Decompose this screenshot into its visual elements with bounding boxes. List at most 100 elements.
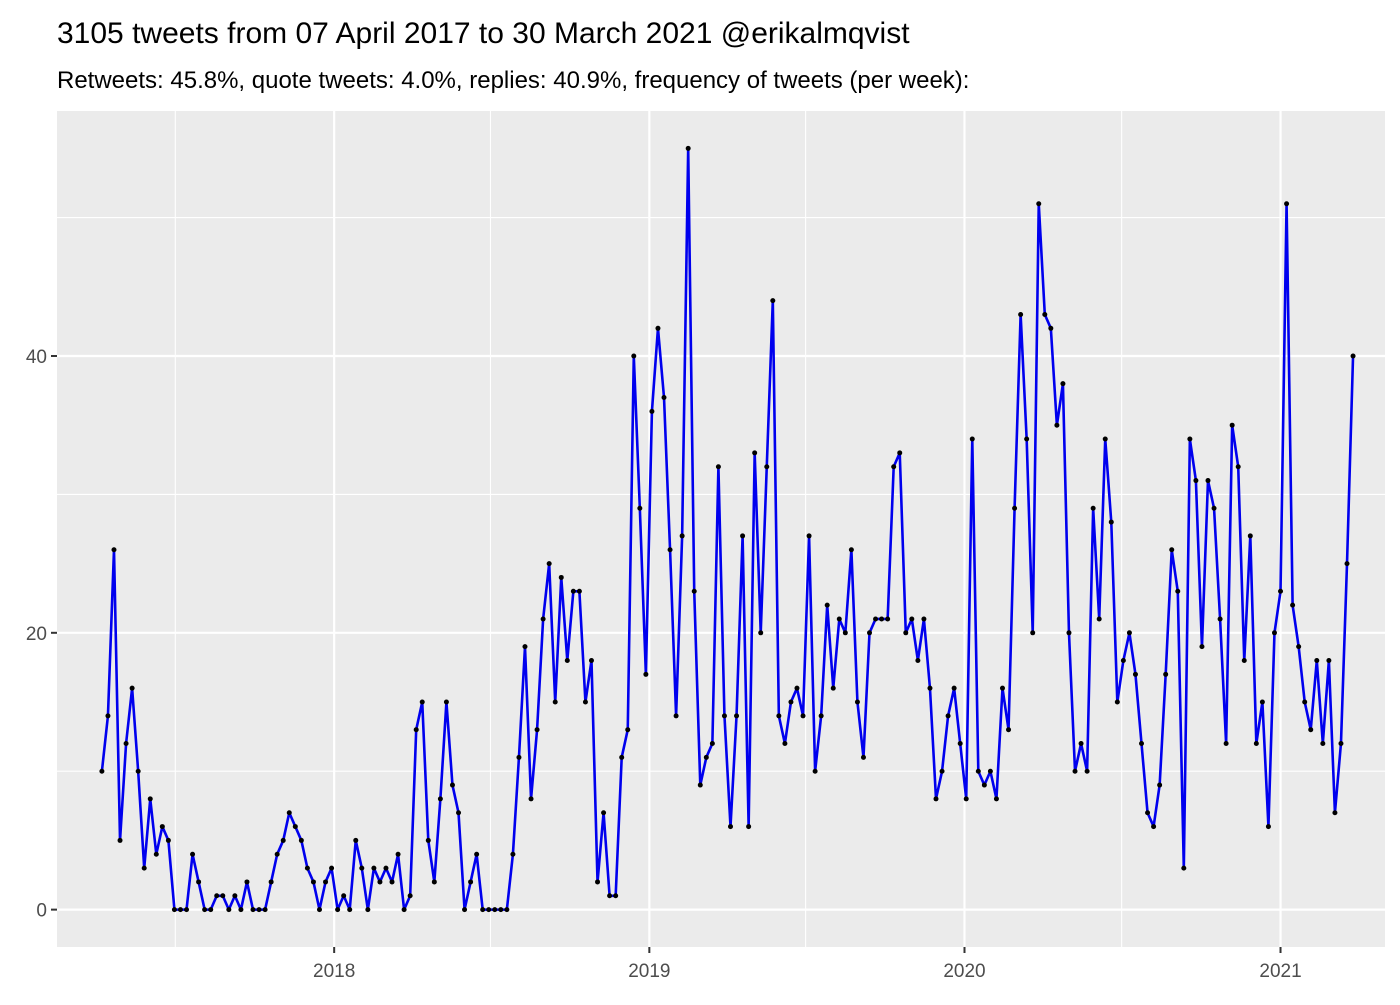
data-point (268, 879, 274, 885)
data-point (818, 713, 824, 719)
data-point (1314, 657, 1320, 663)
minor-gridlines (57, 111, 1385, 947)
data-point (993, 796, 999, 802)
data-point (147, 796, 153, 802)
data-point (558, 574, 564, 580)
data-point (957, 741, 963, 747)
data-point (824, 602, 830, 608)
data-point (413, 727, 419, 733)
data-point (431, 879, 437, 885)
data-point (613, 893, 619, 899)
data-point (111, 547, 117, 553)
data-point (1338, 741, 1344, 747)
data-point (697, 782, 703, 788)
data-point (377, 879, 383, 885)
data-point (1084, 768, 1090, 774)
data-point (679, 533, 685, 539)
data-point (1181, 865, 1187, 871)
data-point (709, 741, 715, 747)
data-point (468, 879, 474, 885)
data-point (1296, 644, 1302, 650)
data-point (909, 616, 915, 622)
data-point (975, 768, 981, 774)
data-point (1132, 671, 1138, 677)
data-point (655, 325, 661, 331)
data-point (516, 754, 522, 760)
data-point (812, 768, 818, 774)
data-point (474, 851, 480, 857)
data-point (1157, 782, 1163, 788)
data-point (1253, 741, 1259, 747)
data-point (1175, 588, 1181, 594)
data-point (335, 907, 341, 913)
data-point (310, 879, 316, 885)
data-point (552, 699, 558, 705)
data-point (214, 893, 220, 899)
data-point (244, 879, 250, 885)
data-point (153, 851, 159, 857)
data-point (1284, 201, 1290, 207)
data-point (462, 907, 468, 913)
data-point (99, 768, 105, 774)
data-point (607, 893, 613, 899)
data-point (323, 879, 329, 885)
data-point (631, 353, 637, 359)
data-point (510, 851, 516, 857)
data-point (1102, 436, 1108, 442)
data-point (546, 561, 552, 567)
data-point (534, 727, 540, 733)
data-point (661, 395, 667, 401)
data-point (159, 824, 165, 830)
series-line-group (100, 147, 1355, 911)
data-point (1042, 311, 1048, 317)
data-point (341, 893, 347, 899)
x-axis: 2018 2019 2020 2021 (313, 947, 1302, 982)
data-point (1078, 741, 1084, 747)
data-point (879, 616, 885, 622)
data-point (691, 588, 697, 594)
data-point (945, 713, 951, 719)
data-point (951, 685, 957, 691)
data-point (933, 796, 939, 802)
data-point (1278, 588, 1284, 594)
x-tick-label: 2018 (313, 961, 355, 982)
data-point (903, 630, 909, 636)
data-point (407, 893, 413, 899)
data-point (1145, 810, 1151, 816)
data-point (208, 907, 214, 913)
data-point (740, 533, 746, 539)
data-point (1139, 741, 1144, 747)
data-point (105, 713, 111, 719)
data-point (1151, 824, 1157, 830)
data-point (280, 837, 286, 843)
data-point (256, 907, 262, 913)
data-point (292, 824, 298, 830)
data-point (449, 782, 455, 788)
data-point (860, 754, 866, 760)
data-point (1265, 824, 1271, 830)
data-point (1054, 422, 1060, 428)
data-point (492, 907, 498, 913)
data-point (1024, 436, 1030, 442)
data-point (1271, 630, 1277, 636)
y-axis: 0 20 40 (26, 347, 57, 922)
data-point (588, 657, 594, 663)
data-point (202, 907, 208, 913)
data-point (456, 810, 462, 816)
data-point (715, 464, 721, 470)
data-point (721, 713, 727, 719)
data-point (365, 907, 371, 913)
data-point (347, 907, 353, 913)
data-point (619, 754, 625, 760)
data-point (190, 851, 196, 857)
data-point (728, 824, 733, 830)
data-point (1126, 630, 1132, 636)
data-point (836, 616, 842, 622)
data-point (752, 450, 758, 456)
data-point (848, 547, 854, 553)
data-point (576, 588, 582, 594)
data-point (419, 699, 425, 705)
data-point (830, 685, 836, 691)
data-point (1199, 644, 1205, 650)
